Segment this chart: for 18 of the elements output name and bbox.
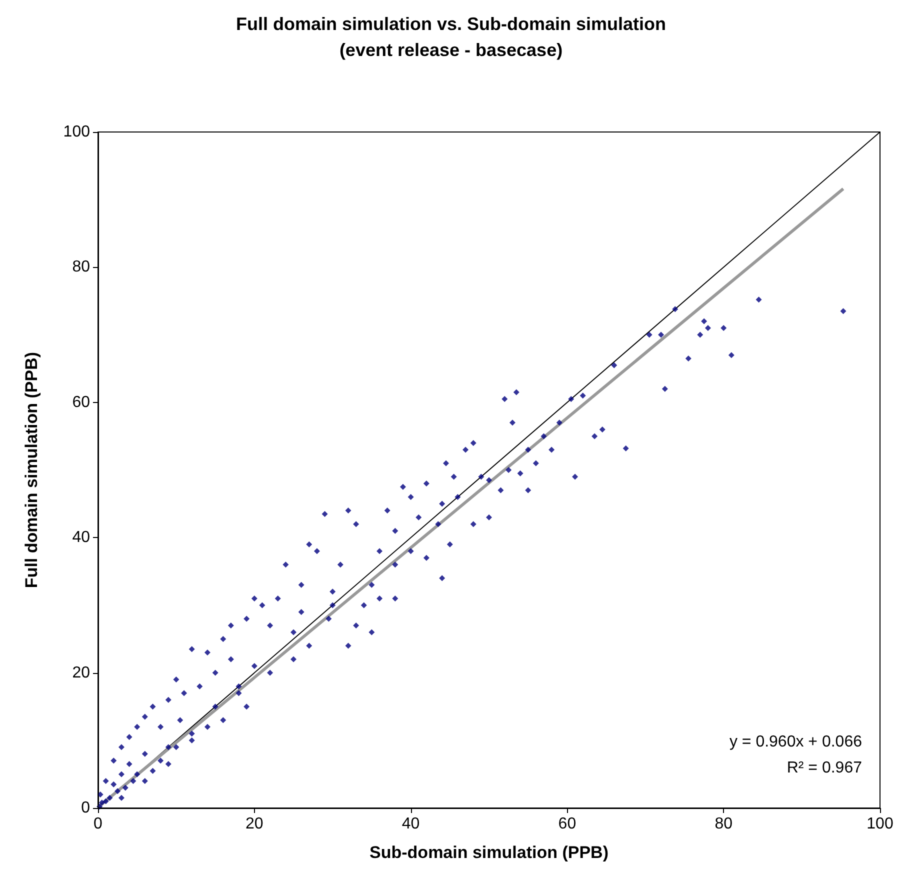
y-axis-title: Full domain simulation (PPB) bbox=[22, 352, 41, 588]
x-tick-label: 100 bbox=[866, 816, 894, 832]
y-tick-label: 80 bbox=[72, 258, 90, 276]
y-tick-label: 40 bbox=[72, 529, 90, 546]
annotation: R² = 0.967 bbox=[786, 760, 862, 776]
chart-subtitle: (event release - basecase) bbox=[339, 40, 563, 60]
x-tick-label: 80 bbox=[714, 816, 733, 832]
annotation: y = 0.960x + 0.066 bbox=[729, 734, 862, 750]
x-tick-label: 40 bbox=[402, 816, 420, 832]
y-tick-label: 100 bbox=[63, 124, 90, 140]
x-axis-title: Sub-domain simulation (PPB) bbox=[370, 843, 608, 862]
x-tick-label: 60 bbox=[558, 816, 576, 832]
x-tick-label: 20 bbox=[246, 816, 264, 832]
x-tick-label: 0 bbox=[94, 816, 103, 832]
y-tick-label: 60 bbox=[72, 394, 90, 411]
y-tick-label: 0 bbox=[81, 800, 90, 816]
chart-title: Full domain simulation vs. Sub-domain simulation bbox=[236, 14, 666, 34]
y-tick-label: 20 bbox=[72, 664, 90, 682]
